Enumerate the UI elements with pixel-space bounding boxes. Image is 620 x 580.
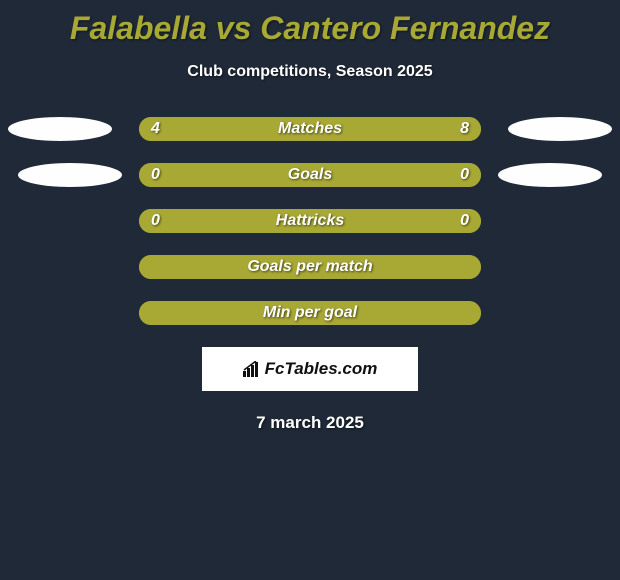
stat-bar: Matches 4 8 (139, 117, 481, 141)
stat-label: Goals (288, 166, 332, 184)
player-right-ellipse (508, 117, 612, 141)
stat-bar: Hattricks 0 0 (139, 209, 481, 233)
stat-bar: Goals 0 0 (139, 163, 481, 187)
stat-bar-left (139, 163, 310, 187)
stat-row: Matches 4 8 (0, 117, 620, 141)
stat-row: Goals per match (0, 255, 620, 279)
stat-bar-right (310, 163, 481, 187)
chart-icon (243, 361, 261, 377)
stat-value-left: 0 (151, 166, 160, 184)
subtitle: Club competitions, Season 2025 (0, 63, 620, 81)
stat-label: Min per goal (263, 304, 357, 322)
stat-value-right: 8 (460, 120, 469, 138)
page-title: Falabella vs Cantero Fernandez (0, 0, 620, 47)
player-left-ellipse (18, 163, 122, 187)
stat-value-right: 0 (460, 212, 469, 230)
comparison-chart: Matches 4 8 Goals 0 0 Hattricks 0 0 Goals per mat… (0, 117, 620, 325)
logo-text: FcTables.com (265, 359, 378, 379)
logo-box: FcTables.com (202, 347, 418, 391)
stat-value-right: 0 (460, 166, 469, 184)
stat-bar: Min per goal (139, 301, 481, 325)
stat-label: Hattricks (276, 212, 344, 230)
player-right-ellipse (498, 163, 602, 187)
footer-date: 7 march 2025 (0, 413, 620, 433)
stat-value-left: 4 (151, 120, 160, 138)
stat-label: Matches (278, 120, 342, 138)
stat-row: Hattricks 0 0 (0, 209, 620, 233)
stat-value-left: 0 (151, 212, 160, 230)
stat-label: Goals per match (247, 258, 372, 276)
stat-row: Goals 0 0 (0, 163, 620, 187)
player-left-ellipse (8, 117, 112, 141)
stat-row: Min per goal (0, 301, 620, 325)
stat-bar: Goals per match (139, 255, 481, 279)
